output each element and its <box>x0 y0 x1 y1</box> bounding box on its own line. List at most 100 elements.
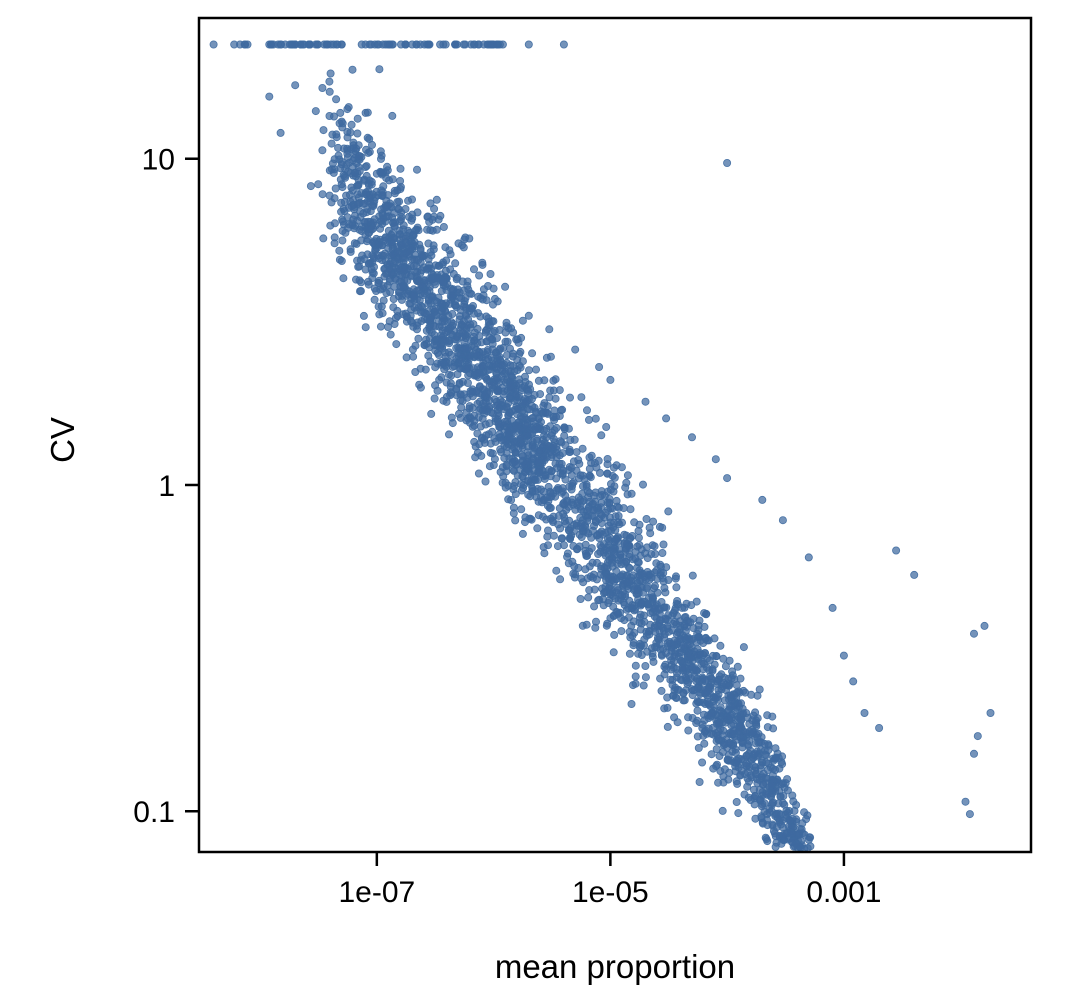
data-point <box>352 239 361 248</box>
data-point <box>331 184 340 193</box>
data-point <box>486 439 495 448</box>
data-point <box>707 750 716 759</box>
data-point <box>657 598 666 607</box>
data-point <box>875 724 884 733</box>
data-point <box>461 310 470 319</box>
data-point <box>325 112 334 121</box>
data-point <box>747 690 756 699</box>
data-point <box>596 468 605 477</box>
data-point <box>560 423 569 432</box>
data-point <box>451 40 460 49</box>
data-point <box>669 691 678 700</box>
data-point <box>338 236 347 245</box>
data-point <box>484 355 493 364</box>
data-point <box>265 92 274 101</box>
data-point <box>683 680 692 689</box>
data-point <box>483 347 492 356</box>
data-point <box>524 40 533 49</box>
data-point <box>524 490 533 499</box>
data-point <box>357 227 366 236</box>
data-point <box>631 661 640 670</box>
data-point <box>521 468 530 477</box>
data-point <box>729 726 738 735</box>
data-point <box>530 390 539 399</box>
data-point <box>591 518 600 527</box>
data-point <box>649 657 658 666</box>
data-point <box>751 814 760 823</box>
data-point <box>569 457 578 466</box>
data-point <box>547 492 556 501</box>
data-point <box>679 696 688 705</box>
data-point <box>528 349 537 358</box>
data-point <box>589 570 598 579</box>
data-point <box>269 40 278 49</box>
data-point <box>660 633 669 642</box>
data-point <box>583 506 592 515</box>
data-point <box>770 829 779 838</box>
data-point <box>382 289 391 298</box>
data-point <box>519 452 528 461</box>
data-point <box>347 120 356 129</box>
data-point <box>585 586 594 595</box>
data-point <box>623 471 632 480</box>
data-point <box>693 697 702 706</box>
data-point <box>699 665 708 674</box>
data-point <box>630 628 639 637</box>
data-point <box>675 617 684 626</box>
data-point <box>508 454 517 463</box>
data-point <box>539 487 548 496</box>
data-point <box>502 403 511 412</box>
data-point <box>452 335 461 344</box>
data-point <box>470 336 479 345</box>
data-point <box>409 292 418 301</box>
data-point <box>631 554 640 563</box>
data-point <box>619 598 628 607</box>
data-point <box>720 765 729 774</box>
data-point <box>663 722 672 731</box>
data-point <box>516 434 525 443</box>
data-point <box>369 224 378 233</box>
data-point <box>463 344 472 353</box>
data-point <box>386 202 395 211</box>
data-point <box>488 409 497 418</box>
data-point <box>528 402 537 411</box>
data-point <box>622 558 631 567</box>
data-point <box>377 216 386 225</box>
data-point <box>494 419 503 428</box>
data-point <box>584 513 593 522</box>
data-point <box>396 40 405 49</box>
data-point <box>773 814 782 823</box>
data-point <box>437 360 446 369</box>
data-point <box>374 40 383 49</box>
data-point <box>642 515 651 524</box>
data-point <box>768 821 777 830</box>
data-point <box>432 273 441 282</box>
data-point <box>276 40 285 49</box>
data-point <box>696 650 705 659</box>
data-point <box>372 169 381 178</box>
data-point <box>476 294 485 303</box>
data-point <box>451 259 460 268</box>
data-point <box>502 449 511 458</box>
data-point <box>768 771 777 780</box>
data-point <box>965 810 974 819</box>
data-point <box>355 262 364 271</box>
data-point <box>686 653 695 662</box>
data-point <box>311 107 320 116</box>
data-point <box>732 777 741 786</box>
data-point <box>614 586 623 595</box>
data-point <box>446 250 455 259</box>
data-point <box>676 648 685 657</box>
data-point <box>652 566 661 575</box>
data-point <box>485 462 494 471</box>
data-point <box>751 766 760 775</box>
data-point <box>576 496 585 505</box>
data-point <box>635 541 644 550</box>
data-point <box>655 522 664 531</box>
data-point <box>359 311 368 320</box>
data-point <box>634 533 643 542</box>
data-point <box>415 296 424 305</box>
data-point <box>524 311 533 320</box>
data-point <box>718 806 727 815</box>
data-point <box>335 246 344 255</box>
